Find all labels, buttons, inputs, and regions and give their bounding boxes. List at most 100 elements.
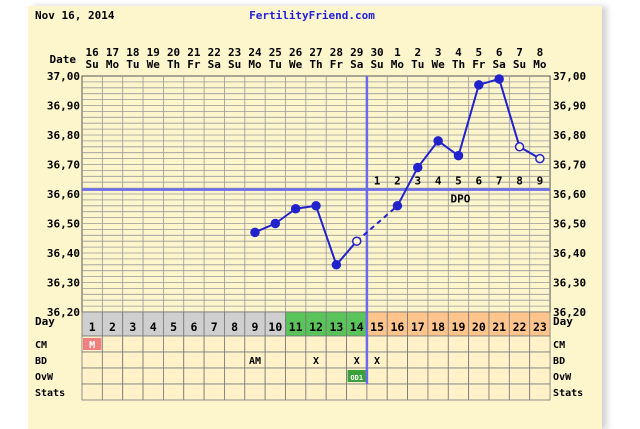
row-cell — [162, 335, 185, 353]
site-link[interactable]: FertilityFriend.com — [249, 9, 375, 22]
row-entry: OD1 — [350, 374, 363, 382]
cycle-day-number: 6 — [190, 320, 197, 334]
dpo-number: 1 — [374, 175, 381, 188]
dpo-markers: 1 2 3 4 5 6 7 8 9 DPO — [374, 175, 543, 206]
row-label: Stats — [35, 388, 65, 399]
date-tick: 1 — [394, 46, 401, 59]
date-tick: 5 — [476, 46, 483, 59]
cycle-day-number: 2 — [109, 320, 116, 334]
row-cell — [264, 383, 286, 401]
weekday-tick: We — [147, 58, 161, 71]
y-tick-right: 36,30 — [553, 277, 586, 290]
weekday-tick: We — [289, 58, 303, 71]
weekday-tick: Sa — [493, 58, 506, 71]
cycle-day-number: 10 — [268, 320, 282, 334]
weekday-tick: Tu — [269, 58, 282, 71]
weekday-tick: Su — [513, 58, 526, 71]
weekday-tick: Mo — [248, 58, 262, 71]
row-cell — [264, 351, 286, 369]
row-cell — [224, 367, 246, 385]
weekday-tick: Mo — [533, 58, 547, 71]
date-tick: 20 — [167, 46, 180, 59]
row-cell — [81, 383, 103, 401]
temperature-segment — [498, 78, 521, 148]
date-tick: 24 — [248, 46, 262, 59]
observation-rows: CM CM M BD BD AM X X X OvW OvW OD1 Stats Stats — [35, 335, 583, 401]
temperature-segment — [315, 205, 338, 266]
row-cell — [224, 335, 246, 353]
row-cell — [162, 367, 185, 385]
row-cell — [285, 383, 307, 401]
row-cell — [366, 367, 388, 385]
date-tick: 25 — [269, 46, 282, 59]
date-tick: 7 — [516, 46, 523, 59]
weekday-tick: Mo — [106, 58, 120, 71]
date-tick: 4 — [455, 46, 462, 59]
weekday-tick: Th — [309, 58, 322, 71]
weekday-tick: Tu — [126, 58, 139, 71]
cycle-day-number: 9 — [252, 320, 259, 334]
row-cell — [101, 351, 124, 369]
row-cell — [203, 351, 225, 369]
row-cell — [508, 367, 531, 385]
row-cell — [101, 335, 124, 353]
row-cell — [407, 351, 429, 369]
weekday-tick: Su — [228, 58, 241, 71]
row-cell — [427, 335, 449, 353]
row-cell — [468, 383, 490, 401]
date-header: 16Su17Mo18Tu19We20Th21Fr22Sa23Su24Mo25Tu… — [86, 46, 547, 71]
row-entry: M — [89, 340, 95, 351]
date-tick: 21 — [187, 46, 201, 59]
y-tick-right: 36,80 — [553, 129, 586, 142]
cycle-day-number: 13 — [329, 320, 343, 334]
dpo-number: 2 — [394, 175, 401, 188]
date-tick: 17 — [106, 46, 119, 59]
day-label-right: Day — [553, 315, 573, 328]
cycle-day-number: 4 — [150, 320, 157, 334]
row-cell — [285, 335, 307, 353]
row-cell — [427, 383, 449, 401]
row-label-right: OvW — [553, 372, 572, 383]
date-tick: 23 — [228, 46, 241, 59]
y-tick-left: 36,40 — [47, 247, 80, 260]
temperature-point — [433, 136, 443, 146]
date-tick: 30 — [370, 46, 383, 59]
row-cell — [305, 335, 327, 353]
weekday-tick: Th — [452, 58, 465, 71]
weekday-tick: Fr — [472, 58, 486, 71]
row-cell — [346, 335, 368, 353]
row-cell — [325, 367, 347, 385]
row-cell — [142, 383, 164, 401]
row-entry: X — [354, 356, 360, 367]
row-cell — [285, 367, 307, 385]
temperature-point — [392, 201, 403, 211]
row-cell — [244, 335, 266, 353]
dpo-number: 8 — [516, 175, 523, 188]
row-entry: X — [374, 356, 380, 367]
y-tick-left: 36,30 — [47, 277, 80, 290]
date-tick: 28 — [330, 46, 343, 59]
cycle-day-number: 21 — [492, 320, 506, 334]
row-label-right: BD — [553, 356, 565, 367]
row-cell — [447, 335, 470, 353]
row-cell — [386, 335, 409, 353]
row-cell — [264, 367, 286, 385]
cycle-day-number: 12 — [309, 320, 323, 334]
row-cell — [407, 367, 429, 385]
cycle-day-number: 16 — [390, 320, 404, 334]
row-cell — [203, 367, 225, 385]
row-entry: AM — [249, 356, 261, 367]
header-date: Nov 16, 2014 — [35, 9, 115, 22]
row-cell — [81, 367, 103, 385]
weekday-tick: Fr — [330, 58, 344, 71]
row-cell — [203, 383, 225, 401]
row-cell — [407, 335, 429, 353]
dpo-number: 5 — [455, 175, 462, 188]
dpo-number: 4 — [435, 175, 442, 188]
cycle-day-number: 7 — [211, 320, 218, 334]
cycle-day-number: 23 — [533, 320, 547, 334]
y-tick-right: 36,50 — [553, 218, 586, 231]
weekday-tick: Fr — [187, 58, 201, 71]
weekday-tick: Tu — [411, 58, 424, 71]
